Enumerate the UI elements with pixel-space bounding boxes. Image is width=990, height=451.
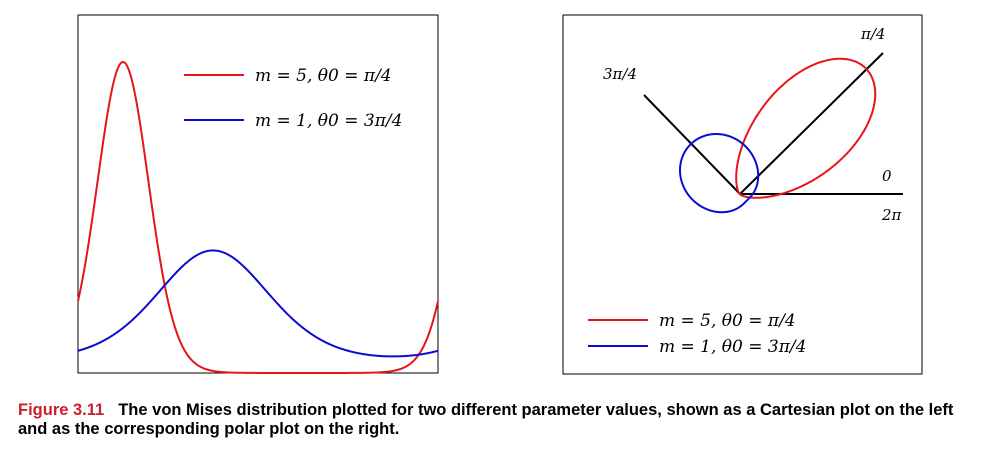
figure-caption: Figure 3.11 The von Mises distribution pl… — [18, 401, 983, 439]
legend-label-m5: m = 5, θ0 = π/4 — [255, 66, 392, 86]
ray-three-pi-over-4 — [643, 94, 741, 195]
polar-plot-frame — [562, 14, 923, 375]
legend-label-m1: m = 1, θ0 = 3π/4 — [255, 111, 402, 131]
cartesian-plot: m = 5, θ0 = π/4 m = 1, θ0 = 3π/4 — [77, 14, 439, 374]
cartesian-legend: m = 5, θ0 = π/4 m = 1, θ0 = 3π/4 — [184, 66, 402, 131]
polar-curve-m5 — [735, 57, 877, 199]
legend-label-m5: m = 5, θ0 = π/4 — [659, 311, 796, 331]
legend-label-m1: m = 1, θ0 = 3π/4 — [659, 337, 806, 357]
cartesian-curves — [77, 60, 439, 374]
cartesian-curve-m1 — [77, 249, 439, 358]
label-zero: 0 — [882, 167, 892, 185]
caption-label: Figure 3.11 — [18, 401, 105, 419]
polar-direction-rays — [643, 52, 903, 195]
label-pi-over-4: π/4 — [860, 25, 885, 43]
polar-curves — [679, 57, 877, 214]
label-three-pi-over-4: 3π/4 — [603, 65, 637, 83]
cartesian-curve-m5 — [77, 60, 439, 374]
ray-pi-over-4 — [739, 52, 884, 195]
label-two-pi: 2π — [881, 206, 903, 224]
caption-text: The von Mises distribution plotted for t… — [18, 401, 954, 438]
polar-plot: π/4 3π/4 0 2π m = 5, θ0 = π/4 m = 1, θ0 … — [562, 14, 923, 375]
polar-legend: m = 5, θ0 = π/4 m = 1, θ0 = 3π/4 — [588, 311, 806, 357]
figure-charts: m = 5, θ0 = π/4 m = 1, θ0 = 3π/4 π/4 3π/… — [77, 14, 923, 375]
polar-curve-m1 — [679, 133, 760, 214]
